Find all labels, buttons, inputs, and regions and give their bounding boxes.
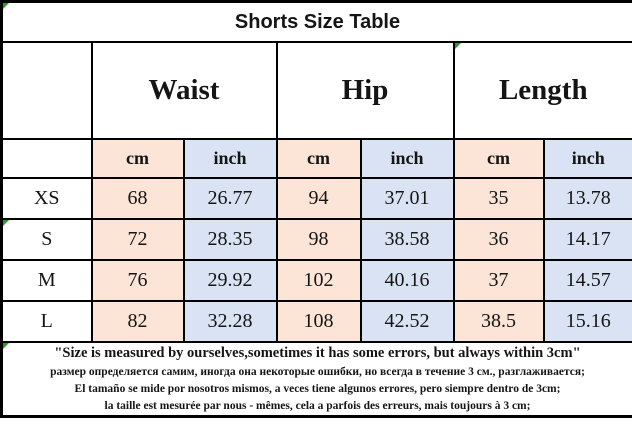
hip-inch-value: 38.58 (359, 218, 455, 261)
table-row-xs: XS 68 26.77 94 37.01 35 13.78 (0, 177, 632, 220)
table-row-m: M 76 29.92 102 40.16 37 14.57 (0, 259, 632, 302)
footer-note-ru: размер определяется самим, иногда она не… (50, 366, 585, 378)
header-hip: Hip (275, 41, 455, 140)
hip-inch-value: 40.16 (359, 259, 455, 302)
waist-cm-value: 82 (90, 300, 185, 343)
table-row-s: S 72 28.35 98 38.58 36 14.17 (0, 218, 632, 261)
size-label: S (0, 218, 93, 261)
unit-header-length-inch: inch (542, 138, 632, 179)
length-inch-value: 15.16 (542, 300, 632, 343)
waist-cm-value: 68 (90, 177, 185, 220)
size-label: M (0, 259, 93, 302)
length-inch-value: 14.57 (542, 259, 632, 302)
footer-note-en: "Size is measured by ourselves,sometimes… (54, 345, 581, 361)
hip-cm-value: 102 (275, 259, 362, 302)
size-label: XS (0, 177, 93, 220)
waist-inch-value: 28.35 (182, 218, 278, 261)
title-row: Shorts Size Table (0, 0, 632, 43)
footer-note-fr: la taille est mesurée par nous - mêmes, … (104, 400, 531, 412)
waist-cm-value: 76 (90, 259, 185, 302)
corner-empty-cell (0, 41, 93, 140)
size-label: L (0, 300, 93, 343)
comment-flag-icon (3, 221, 9, 226)
footer-note-cell: "Size is measured by ourselves,sometimes… (0, 341, 632, 418)
hip-cm-value: 98 (275, 218, 362, 261)
table-title-text: Shorts Size Table (234, 10, 401, 33)
length-cm-value: 37 (452, 259, 545, 302)
comment-flag-icon (3, 3, 9, 9)
waist-cm-value: 72 (90, 218, 185, 261)
unit-header-hip-cm: cm (275, 138, 362, 179)
waist-inch-value: 26.77 (182, 177, 278, 220)
header-length: Length (452, 41, 632, 140)
measurement-header-row: Waist Hip Length (0, 41, 632, 140)
unit-header-waist-inch: inch (182, 138, 278, 179)
size-label-text: S (41, 228, 53, 250)
comment-flag-icon (455, 44, 461, 49)
unit-empty-cell (0, 138, 93, 179)
hip-inch-value: 37.01 (359, 177, 455, 220)
length-cm-value: 35 (452, 177, 545, 220)
header-length-text: Length (498, 74, 588, 106)
shorts-size-table: Shorts Size Table Waist Hip Length cm in… (0, 0, 632, 418)
unit-header-row: cm inch cm inch cm inch (0, 138, 632, 179)
waist-inch-value: 29.92 (182, 259, 278, 302)
hip-inch-value: 42.52 (359, 300, 455, 343)
length-cm-value: 36 (452, 218, 545, 261)
unit-header-waist-cm: cm (90, 138, 185, 179)
footer-note-es: El tamaño se mide por nosotros mismos, a… (74, 383, 561, 395)
hip-cm-value: 108 (275, 300, 362, 343)
footer-row: "Size is measured by ourselves,sometimes… (0, 341, 632, 418)
unit-header-length-cm: cm (452, 138, 545, 179)
header-waist: Waist (90, 41, 278, 140)
comment-flag-icon (3, 343, 9, 349)
length-inch-value: 14.17 (542, 218, 632, 261)
hip-cm-value: 94 (275, 177, 362, 220)
unit-header-hip-inch: inch (359, 138, 455, 179)
length-inch-value: 13.78 (542, 177, 632, 220)
waist-inch-value: 32.28 (182, 300, 278, 343)
length-cm-value: 38.5 (452, 300, 545, 343)
table-title: Shorts Size Table (0, 0, 632, 43)
table-row-l: L 82 32.28 108 42.52 38.5 15.16 (0, 300, 632, 343)
